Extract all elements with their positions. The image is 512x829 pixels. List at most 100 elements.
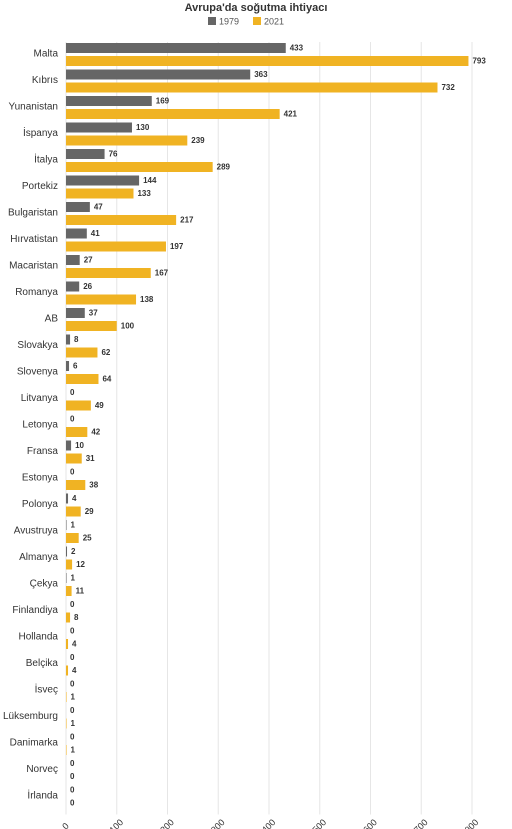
value-label: 144 bbox=[143, 176, 157, 185]
y-tick-label: Macaristan bbox=[9, 261, 58, 272]
bar bbox=[66, 665, 69, 676]
value-label: 433 bbox=[290, 44, 304, 53]
x-tick-label: 500 bbox=[310, 817, 328, 829]
value-label: 0 bbox=[70, 653, 75, 662]
value-label: 1 bbox=[71, 574, 76, 583]
value-label: 100 bbox=[121, 322, 135, 331]
bar bbox=[66, 255, 80, 265]
value-label: 169 bbox=[156, 97, 170, 106]
x-tick-label: 600 bbox=[361, 817, 379, 829]
y-tick-label: İrlanda bbox=[27, 789, 58, 802]
value-label: 64 bbox=[102, 375, 111, 384]
y-tick-label: Portekiz bbox=[22, 181, 58, 192]
bar bbox=[66, 69, 251, 80]
x-tick-label: 400 bbox=[260, 817, 278, 829]
y-tick-label: Bulgaristan bbox=[8, 208, 58, 219]
value-label: 732 bbox=[441, 83, 455, 92]
y-tick-label: İtalya bbox=[34, 153, 58, 166]
y-tick-label: Estonya bbox=[22, 473, 59, 484]
legend-swatch bbox=[208, 17, 216, 25]
y-tick-label: Letonya bbox=[22, 420, 58, 431]
value-label: 11 bbox=[76, 587, 85, 596]
bar bbox=[66, 268, 151, 278]
y-tick-label: Slovakya bbox=[17, 340, 58, 351]
bar bbox=[66, 215, 177, 225]
y-tick-label: Malta bbox=[34, 49, 59, 60]
value-label: 1 bbox=[71, 719, 76, 728]
value-label: 41 bbox=[91, 229, 100, 238]
value-label: 0 bbox=[70, 627, 75, 636]
y-tick-label: Polonya bbox=[22, 499, 59, 510]
bar bbox=[66, 202, 90, 212]
value-label: 6 bbox=[73, 362, 78, 371]
bar bbox=[66, 361, 70, 371]
value-label: 0 bbox=[70, 415, 75, 424]
value-label: 217 bbox=[180, 216, 194, 225]
value-label: 1 bbox=[71, 693, 76, 702]
value-label: 793 bbox=[472, 57, 486, 66]
value-label: 2 bbox=[71, 547, 76, 556]
value-label: 289 bbox=[217, 163, 231, 172]
value-label: 8 bbox=[74, 335, 79, 344]
value-label: 26 bbox=[83, 282, 92, 291]
value-label: 49 bbox=[95, 401, 104, 410]
value-label: 138 bbox=[140, 295, 154, 304]
bar bbox=[66, 228, 87, 239]
bar bbox=[66, 718, 67, 729]
y-tick-label: Finlandiya bbox=[12, 605, 58, 616]
value-label: 31 bbox=[86, 454, 95, 463]
value-label: 25 bbox=[83, 534, 92, 543]
value-label: 0 bbox=[70, 786, 75, 795]
y-tick-label: Lüksemburg bbox=[3, 711, 58, 722]
y-tick-label: Avustruya bbox=[14, 526, 59, 537]
value-label: 12 bbox=[76, 560, 85, 569]
bar bbox=[66, 559, 73, 570]
y-tick-label: Norveç bbox=[26, 764, 58, 775]
bar bbox=[66, 135, 188, 146]
value-label: 0 bbox=[70, 772, 75, 781]
value-label: 29 bbox=[85, 507, 94, 516]
legend-swatch bbox=[253, 17, 261, 25]
bar bbox=[66, 520, 67, 530]
value-label: 130 bbox=[136, 123, 150, 132]
y-tick-label: İspanya bbox=[23, 126, 58, 139]
y-tick-label: Litvanya bbox=[21, 393, 59, 404]
value-label: 0 bbox=[70, 706, 75, 715]
value-label: 4 bbox=[72, 494, 77, 503]
bar bbox=[66, 334, 71, 345]
value-label: 239 bbox=[191, 136, 205, 145]
value-label: 37 bbox=[89, 309, 98, 318]
bar bbox=[66, 96, 152, 106]
bar bbox=[66, 82, 438, 93]
bar bbox=[66, 546, 68, 557]
bar bbox=[66, 281, 80, 292]
x-tick-label: 100 bbox=[107, 817, 125, 829]
bar bbox=[66, 692, 67, 702]
bar bbox=[66, 612, 71, 623]
bar bbox=[66, 241, 166, 252]
y-tick-label: Kıbrıs bbox=[32, 75, 58, 86]
value-label: 1 bbox=[71, 746, 76, 755]
bar bbox=[66, 427, 88, 437]
y-tick-label: Hollanda bbox=[19, 632, 59, 643]
value-label: 363 bbox=[254, 70, 268, 79]
value-label: 1 bbox=[71, 521, 76, 530]
y-tick-label: Fransa bbox=[27, 446, 59, 457]
bar bbox=[66, 294, 137, 305]
value-label: 0 bbox=[70, 733, 75, 742]
value-label: 4 bbox=[72, 666, 77, 675]
y-tick-label: Slovenya bbox=[17, 367, 59, 378]
y-tick-label: AB bbox=[45, 314, 59, 325]
bar bbox=[66, 573, 67, 583]
y-tick-label: Yunanistan bbox=[9, 102, 59, 113]
bar bbox=[66, 347, 98, 358]
value-label: 0 bbox=[70, 799, 75, 808]
x-tick-label: 0 bbox=[60, 821, 71, 829]
value-label: 42 bbox=[91, 428, 100, 437]
value-label: 27 bbox=[84, 256, 93, 265]
bar bbox=[66, 639, 69, 649]
value-label: 38 bbox=[89, 481, 98, 490]
bar bbox=[66, 122, 132, 133]
bar bbox=[66, 506, 81, 517]
bar bbox=[66, 480, 86, 490]
